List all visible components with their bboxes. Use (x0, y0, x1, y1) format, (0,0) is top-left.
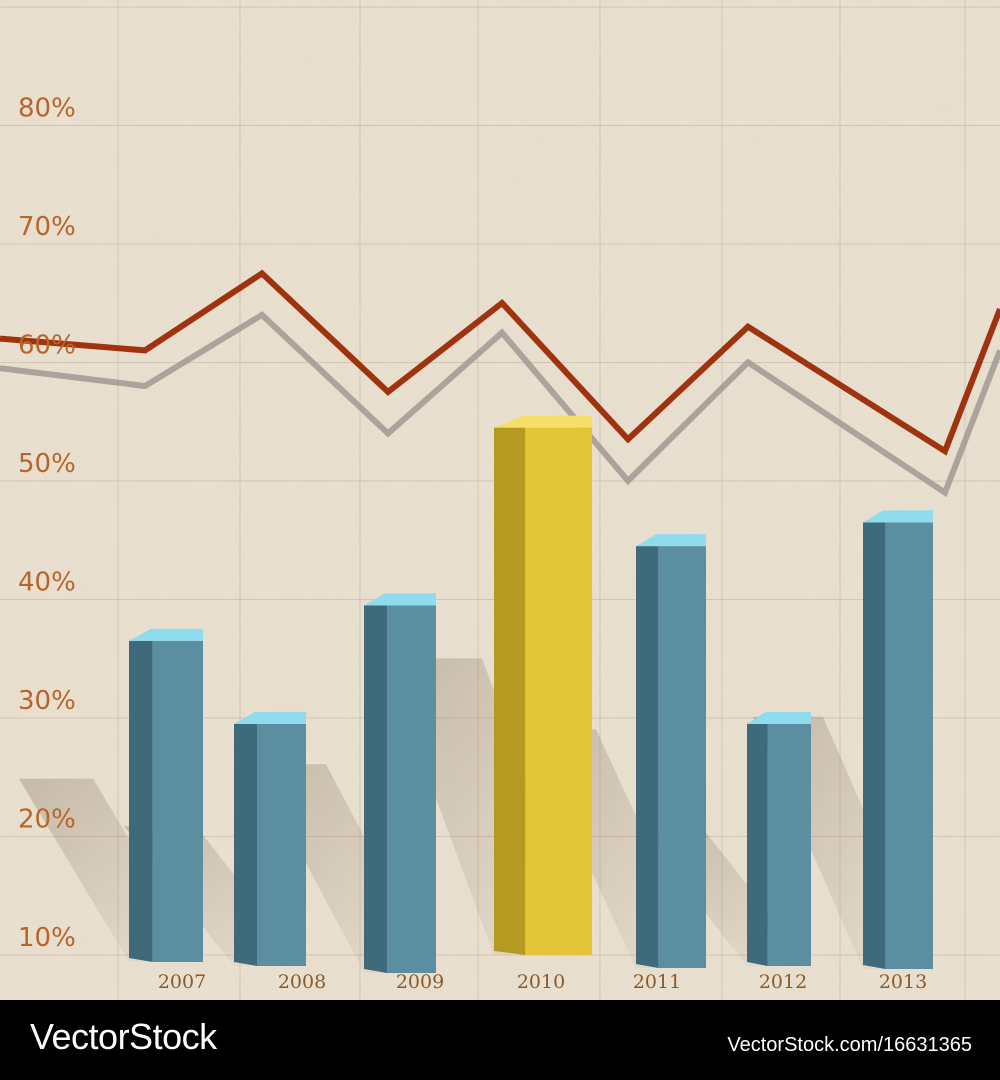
bar-side (364, 605, 388, 973)
vectorstock-logo: VectorStock (30, 1016, 217, 1057)
bar-side (747, 723, 768, 966)
x-tick-label: 2008 (278, 971, 326, 993)
x-tick-label: 2012 (759, 971, 807, 993)
x-axis-ticks: 2007 2008 2009 2010 2011 2012 2013 (158, 971, 927, 993)
bar-front (885, 522, 933, 969)
trend-line (0, 269, 1000, 456)
bar-top (364, 593, 436, 606)
y-tick-label: 30% (18, 686, 76, 716)
y-tick-label: 60% (18, 331, 76, 361)
bar-side (863, 522, 886, 969)
trend-lines (0, 269, 1000, 498)
bar-front (658, 546, 706, 968)
bar-front (257, 723, 306, 966)
trend-line (0, 311, 1000, 498)
bar-side (494, 427, 526, 956)
x-tick-label: 2007 (158, 971, 206, 993)
bars (129, 415, 933, 973)
y-tick-label: 40% (18, 568, 76, 598)
x-tick-label: 2013 (879, 971, 927, 993)
y-tick-label: 50% (18, 449, 76, 479)
y-tick-label: 80% (18, 94, 76, 124)
image-id: VectorStock.com/16631365 (727, 1034, 972, 1056)
bar-chart: 10% 20% 30% 40% 50% 60% 70% 80% 2007 2008 2009 201… (0, 0, 1000, 1000)
bar-2010 (494, 415, 592, 956)
y-tick-label: 10% (18, 923, 76, 953)
bar-2008 (234, 711, 306, 966)
bar-top (494, 415, 592, 428)
bar-top (747, 711, 811, 724)
bar-2012 (747, 711, 811, 966)
x-tick-label: 2009 (396, 971, 444, 993)
bar-top (863, 510, 933, 523)
bar-2007 (129, 628, 203, 962)
y-axis-ticks: 10% 20% 30% 40% 50% 60% 70% 80% (18, 94, 76, 954)
bar-2011 (636, 534, 706, 968)
bar-2009 (364, 593, 436, 973)
chart-area: 10% 20% 30% 40% 50% 60% 70% 80% 2007 2008 2009 201… (0, 0, 1000, 1000)
bar-front (387, 605, 436, 973)
x-tick-label: 2010 (517, 971, 565, 993)
bar-top (129, 628, 203, 641)
bar-top (636, 534, 706, 547)
y-tick-label: 20% (18, 805, 76, 835)
bar-side (129, 640, 153, 962)
watermark-footer: VectorStock VectorStock.com/16631365 (0, 1000, 1000, 1080)
bar-side (636, 546, 659, 968)
bar-front (767, 723, 811, 966)
bar-top (234, 711, 306, 724)
y-tick-label: 70% (18, 212, 76, 242)
bar-front (525, 427, 592, 956)
x-tick-label: 2011 (633, 971, 681, 993)
bar-side (234, 723, 258, 966)
bar-front (152, 640, 203, 962)
bar-2013 (863, 510, 933, 969)
